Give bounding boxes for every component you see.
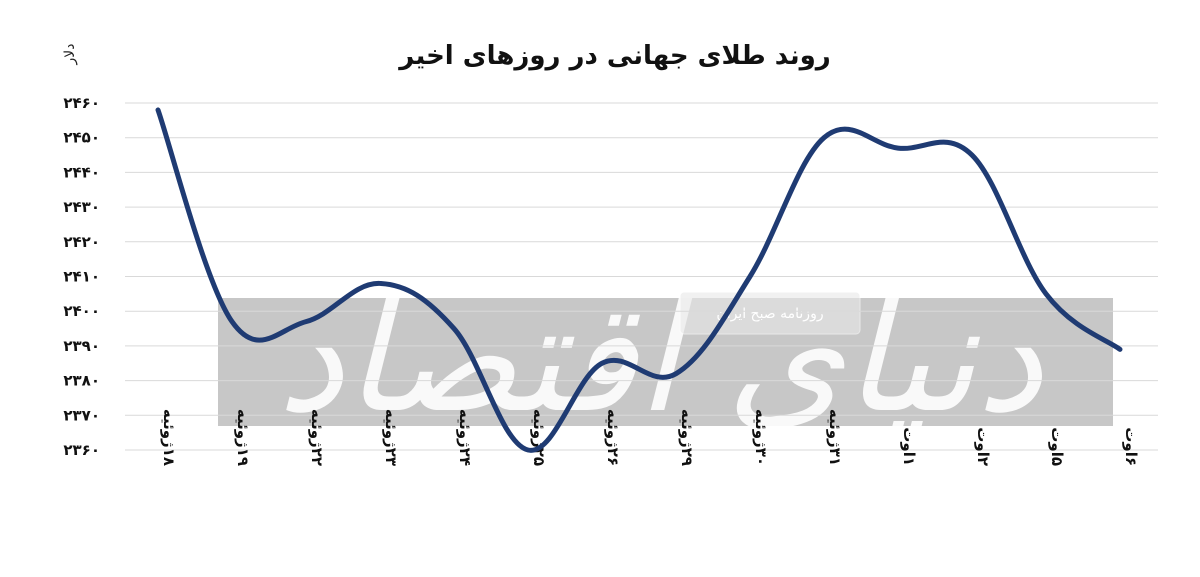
watermark-badge — [679, 291, 861, 335]
x-tick-label: ۳۰ژوئیه — [752, 409, 770, 466]
x-tick-label: ۱۹ژوئیه — [234, 409, 252, 466]
x-tick-label: ۶اوت — [1122, 427, 1140, 466]
y-axis-ticks: ۲۳۶۰ ۲۳۷۰ ۲۳۸۰ ۲۳۹۰ ۲۴۰۰ ۲۴۱۰ ۲۴۲۰ ۲۴۳۰ ۲۴۴۰ ۲۴۵۰… — [63, 94, 100, 459]
x-tick-label: ۱۸ژوئیه — [160, 409, 178, 466]
x-tick-label: ۲۲ژوئیه — [308, 409, 326, 466]
watermark: دنیای اقتصاد روزنامه صبح ایران — [218, 272, 1113, 446]
gold-price-line — [155, 107, 1123, 453]
x-tick-label: ۲۹ژوئیه — [678, 409, 696, 466]
y-tick-label: ۲۴۳۰ — [63, 198, 100, 216]
x-tick-label: ۲اوت — [974, 427, 992, 466]
x-tick-label: ۵اوت — [1048, 427, 1066, 466]
y-tick-label: ۲۳۸۰ — [63, 372, 100, 390]
y-tick-label: ۲۴۴۰ — [63, 163, 100, 181]
gridlines — [125, 102, 1158, 451]
x-tick-label: ۲۵ژوئیه — [530, 409, 548, 466]
y-tick-label: ۲۳۹۰ — [63, 337, 100, 355]
x-tick-label: ۱اوت — [900, 427, 918, 466]
watermark-band — [218, 298, 1113, 426]
watermark-badge-text: روزنامه صبح ایران — [716, 306, 823, 322]
chart-title: روند طلای جهانی در روزهای اخیر — [397, 41, 830, 71]
y-tick-label: ۲۴۲۰ — [63, 233, 100, 251]
y-tick-label: ۲۴۱۰ — [63, 268, 100, 286]
x-tick-label: ۲۳ژوئیه — [382, 409, 400, 466]
x-tick-label: ۲۴ژوئیه — [456, 409, 474, 466]
y-tick-label: ۲۴۰۰ — [63, 302, 100, 320]
y-tick-label: ۲۴۶۰ — [63, 94, 100, 112]
y-tick-label: ۲۴۵۰ — [63, 129, 100, 147]
x-axis-ticks: ۱۸ژوئیه ۱۹ژوئیه ۲۲ژوئیه ۲۳ژوئیه ۲۴ژوئیه ۲۵ژوئ… — [160, 409, 1140, 466]
y-tick-label: ۲۳۶۰ — [63, 441, 100, 459]
y-axis-unit-label: دلار — [62, 44, 78, 66]
x-tick-label: ۲۶ژوئیه — [604, 409, 622, 466]
watermark-logo: دنیای اقتصاد — [277, 272, 1044, 446]
y-tick-label: ۲۳۷۰ — [63, 406, 100, 424]
x-tick-label: ۳۱ژوئیه — [826, 409, 844, 466]
